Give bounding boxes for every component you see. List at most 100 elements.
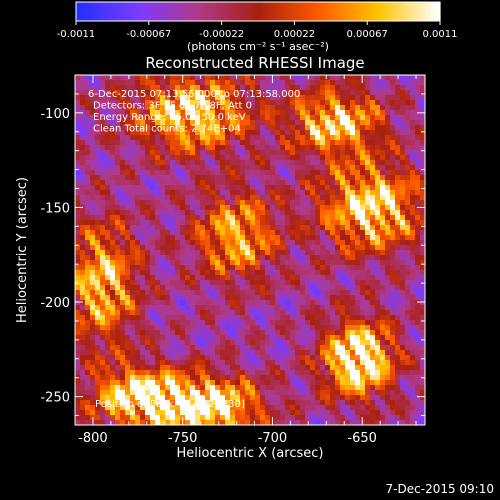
heatmap-cell	[265, 280, 271, 286]
heatmap-cell	[305, 200, 311, 206]
heatmap-cell	[380, 410, 386, 416]
heatmap-cell	[420, 150, 426, 156]
heatmap-cell	[185, 285, 191, 291]
heatmap-cell	[85, 415, 91, 421]
heatmap-cell	[115, 325, 121, 331]
heatmap-cell	[350, 220, 356, 226]
heatmap-cell	[370, 225, 376, 231]
heatmap-cell	[290, 410, 296, 416]
heatmap-cell	[120, 115, 126, 121]
heatmap-cell	[375, 195, 381, 201]
heatmap-cell	[295, 140, 301, 146]
heatmap-cell	[175, 85, 181, 91]
heatmap-cell	[100, 405, 106, 411]
heatmap-cell	[295, 225, 301, 231]
heatmap-cell	[150, 270, 156, 276]
heatmap-cell	[405, 295, 411, 301]
heatmap-cell	[105, 165, 111, 171]
heatmap-cell	[235, 355, 241, 361]
heatmap-cell	[245, 190, 251, 196]
heatmap-cell	[140, 380, 146, 386]
heatmap-cell	[290, 220, 296, 226]
heatmap-cell	[305, 195, 311, 201]
heatmap-cell	[410, 285, 416, 291]
heatmap-cell	[230, 275, 236, 281]
heatmap-cell	[235, 330, 241, 336]
heatmap-cell	[280, 405, 286, 411]
heatmap-cell	[340, 195, 346, 201]
heatmap-cell	[215, 320, 221, 326]
heatmap-cell	[165, 300, 171, 306]
heatmap-cell	[125, 220, 131, 226]
heatmap-cell	[105, 215, 111, 221]
heatmap-cell	[170, 220, 176, 226]
heatmap-cell	[265, 405, 271, 411]
heatmap-cell	[360, 310, 366, 316]
heatmap-cell	[80, 295, 86, 301]
heatmap-cell	[160, 405, 166, 411]
heatmap-cell	[185, 135, 191, 141]
heatmap-cell	[80, 370, 86, 376]
heatmap-cell	[90, 255, 96, 261]
heatmap-cell	[240, 340, 246, 346]
heatmap-cell	[405, 250, 411, 256]
heatmap-cell	[280, 220, 286, 226]
heatmap-cell	[115, 110, 121, 116]
heatmap-cell	[405, 170, 411, 176]
heatmap-cell	[375, 90, 381, 96]
heatmap-cell	[230, 155, 236, 161]
heatmap-cell	[335, 140, 341, 146]
heatmap-cell	[290, 350, 296, 356]
heatmap-cell	[255, 220, 261, 226]
heatmap-cell	[345, 390, 351, 396]
heatmap-cell	[380, 180, 386, 186]
heatmap-cell	[240, 325, 246, 331]
heatmap-cell	[420, 380, 426, 386]
heatmap-cell	[275, 95, 281, 101]
heatmap-cell	[290, 285, 296, 291]
heatmap-cell	[415, 130, 421, 136]
heatmap-cell	[420, 130, 426, 136]
heatmap-cell	[405, 405, 411, 411]
heatmap-cell	[405, 370, 411, 376]
colorbar-tick-label: 0.00022	[274, 29, 315, 40]
heatmap-cell	[295, 320, 301, 326]
heatmap-cell	[285, 95, 291, 101]
heatmap-cell	[395, 225, 401, 231]
heatmap-cell	[275, 355, 281, 361]
heatmap-cell	[275, 410, 281, 416]
heatmap-cell	[225, 335, 231, 341]
heatmap-cell	[305, 300, 311, 306]
heatmap-cell	[165, 115, 171, 121]
heatmap-cell	[370, 385, 376, 391]
heatmap-cell	[275, 200, 281, 206]
heatmap-cell	[370, 375, 376, 381]
heatmap-cell	[350, 235, 356, 241]
heatmap-cell	[280, 300, 286, 306]
heatmap-cell	[115, 275, 121, 281]
heatmap-cell	[230, 285, 236, 291]
heatmap-cell	[250, 105, 256, 111]
heatmap-cell	[310, 335, 316, 341]
heatmap-cell	[85, 335, 91, 341]
heatmap-cell	[395, 280, 401, 286]
heatmap-cell	[255, 125, 261, 131]
heatmap-cell	[155, 250, 161, 256]
heatmap-cell	[240, 300, 246, 306]
heatmap-cell	[240, 110, 246, 116]
heatmap-cell	[105, 310, 111, 316]
heatmap-cell	[105, 255, 111, 261]
heatmap-cell	[350, 160, 356, 166]
heatmap-cell	[330, 295, 336, 301]
heatmap-cell	[160, 395, 166, 401]
heatmap-cell	[90, 135, 96, 141]
heatmap-cell	[275, 75, 281, 81]
heatmap-cell	[165, 395, 171, 401]
heatmap-cell	[365, 335, 371, 341]
heatmap-cell	[310, 230, 316, 236]
heatmap-cell	[355, 415, 361, 421]
heatmap-cell	[205, 185, 211, 191]
heatmap-cell	[210, 280, 216, 286]
heatmap-cell	[245, 195, 251, 201]
heatmap-cell	[295, 265, 301, 271]
